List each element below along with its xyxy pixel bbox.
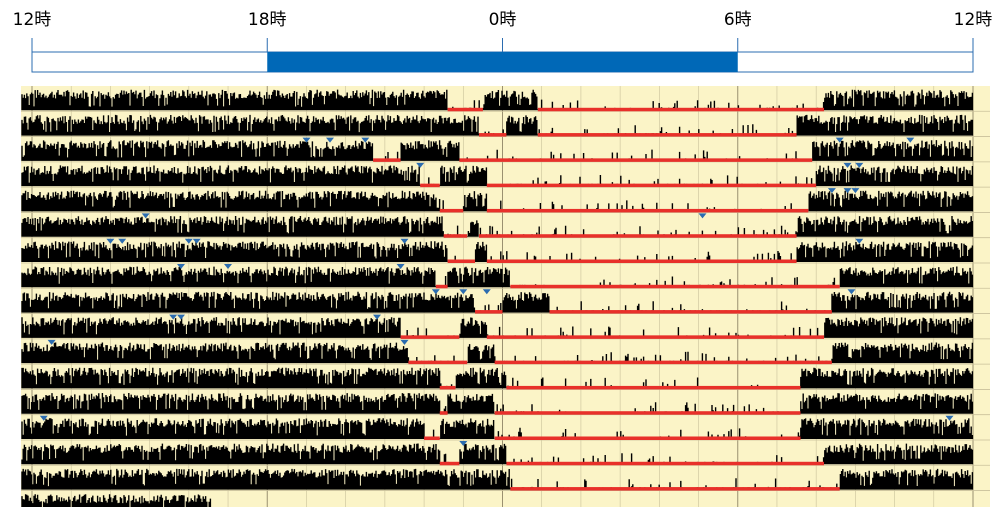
actogram-row bbox=[21, 441, 974, 466]
event-marker bbox=[698, 213, 707, 219]
event-marker bbox=[373, 314, 381, 320]
sleep-bar bbox=[486, 183, 817, 188]
actogram-row bbox=[21, 89, 974, 112]
sleep-bar bbox=[373, 158, 401, 162]
sleep-bar bbox=[439, 208, 464, 213]
event-marker bbox=[39, 415, 48, 421]
event-marker bbox=[326, 137, 334, 143]
sleep-bar bbox=[494, 436, 801, 440]
sleep-bar bbox=[478, 234, 797, 238]
event-marker bbox=[184, 238, 193, 244]
sleep-bar bbox=[486, 259, 797, 263]
actogram-row bbox=[21, 137, 974, 162]
actogram-row bbox=[21, 264, 974, 289]
event-marker bbox=[302, 137, 311, 143]
actogram-row bbox=[21, 468, 974, 491]
actogram-row bbox=[21, 114, 974, 137]
sleep-bar bbox=[478, 133, 507, 137]
event-marker bbox=[400, 238, 409, 244]
event-marker bbox=[400, 339, 409, 345]
light-dark-bar bbox=[31, 51, 974, 73]
actogram-row bbox=[21, 314, 974, 339]
event-marker bbox=[847, 289, 856, 295]
dark-period-bar bbox=[267, 52, 738, 72]
actogram-panel bbox=[21, 86, 990, 507]
actogram-row bbox=[21, 393, 974, 415]
event-marker bbox=[459, 441, 468, 446]
event-marker bbox=[835, 137, 844, 143]
sleep-bar bbox=[506, 385, 801, 390]
axis-tick-label: 6時 bbox=[724, 10, 752, 30]
event-marker bbox=[431, 289, 440, 295]
sleep-bar bbox=[400, 335, 460, 339]
actogram-row bbox=[21, 238, 974, 263]
sleep-bar bbox=[494, 411, 801, 415]
event-marker bbox=[106, 238, 115, 244]
sleep-bar bbox=[475, 310, 503, 314]
event-marker bbox=[843, 188, 852, 194]
event-marker bbox=[224, 264, 232, 269]
event-marker bbox=[827, 188, 836, 194]
event-marker bbox=[192, 238, 201, 244]
axis-tick-label: 0時 bbox=[489, 10, 517, 30]
event-marker bbox=[169, 314, 178, 320]
event-marker bbox=[177, 264, 185, 269]
actogram-row bbox=[21, 162, 974, 188]
event-marker bbox=[945, 415, 954, 421]
sleep-bar bbox=[549, 310, 832, 314]
sleep-bar bbox=[486, 208, 809, 213]
sleep-bar bbox=[439, 385, 456, 390]
event-marker bbox=[47, 339, 56, 345]
axis-tick-label: 18時 bbox=[248, 10, 287, 30]
actogram-row bbox=[21, 213, 974, 238]
sleep-bar bbox=[408, 360, 468, 365]
actogram-row bbox=[21, 415, 974, 440]
event-marker bbox=[851, 188, 860, 194]
actogram-rows bbox=[21, 89, 974, 507]
event-marker bbox=[843, 162, 852, 168]
actogram-row bbox=[21, 289, 974, 314]
sleep-bar bbox=[494, 360, 832, 365]
actogram-row bbox=[21, 339, 974, 365]
sleep-bar bbox=[447, 259, 476, 263]
sleep-bar bbox=[510, 487, 840, 491]
sleep-bar bbox=[435, 284, 448, 289]
axis-tick-label: 12時 bbox=[954, 10, 993, 30]
actogram-row bbox=[21, 188, 974, 213]
event-marker bbox=[396, 264, 405, 269]
sleep-bar bbox=[424, 436, 440, 440]
event-marker bbox=[361, 137, 370, 143]
axis-tick-label: 12時 bbox=[13, 10, 52, 30]
sleep-bar bbox=[439, 411, 448, 415]
sleep-bar bbox=[420, 183, 440, 188]
sleep-bar bbox=[459, 158, 813, 162]
sleep-bar bbox=[537, 107, 825, 112]
event-marker bbox=[855, 238, 864, 244]
sleep-bar bbox=[486, 335, 825, 339]
sleep-bar bbox=[443, 234, 468, 238]
event-marker bbox=[118, 238, 127, 244]
time-axis: 12時 18時 0時 6時 12時 bbox=[13, 10, 993, 52]
sleep-bar bbox=[447, 107, 483, 112]
event-marker bbox=[177, 314, 185, 320]
actogram-row bbox=[21, 367, 974, 390]
sleep-bar bbox=[510, 284, 840, 289]
event-marker bbox=[906, 137, 915, 143]
event-marker bbox=[482, 289, 491, 295]
sleep-bar bbox=[439, 461, 460, 466]
event-marker bbox=[141, 213, 150, 219]
sleep-bar bbox=[506, 461, 825, 466]
event-marker bbox=[416, 162, 425, 168]
sleep-bar bbox=[537, 133, 797, 137]
event-marker bbox=[855, 162, 864, 168]
event-marker bbox=[459, 289, 468, 295]
